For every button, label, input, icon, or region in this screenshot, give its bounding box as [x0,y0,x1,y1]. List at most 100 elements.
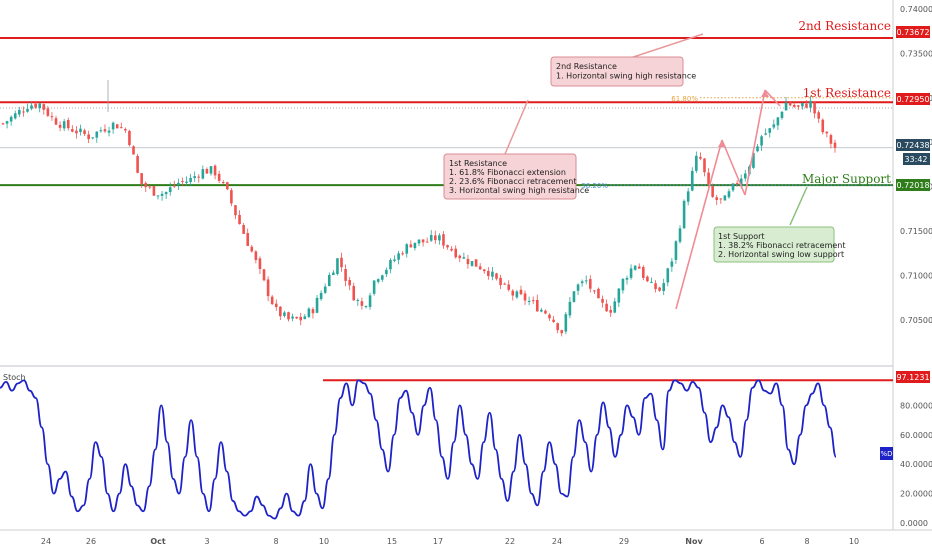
candle-body [617,288,621,303]
time-tick-label: 6 [759,537,764,546]
candle-body [454,248,458,258]
candle-body [332,272,335,276]
time-tick-label: 24 [552,537,562,546]
candle-body [95,131,99,138]
candle-body [376,279,380,282]
candle-body [22,111,25,113]
candle-body [658,287,661,291]
price-label-text: 0.72018 [896,181,929,190]
candle-body [535,299,539,312]
candle-body [772,124,776,128]
candle-body [446,245,449,248]
stochastic-axis: 80.0000 60.0000 40.0000 20.0000 0.0000 [900,401,932,528]
price-label-bg [896,26,930,38]
candle-body [164,192,168,195]
candle-body [515,291,519,298]
annotation-title: 1st Support [718,232,765,241]
candle-body [511,290,515,296]
candle-body [817,112,820,119]
candle-body [221,182,225,184]
annotation-line: 1. 61.8% Fibonacci extension [449,168,566,177]
candle-body [230,190,233,204]
candle-body [327,274,331,287]
candle-body [136,156,139,173]
candle-body [674,241,678,260]
annotation-2nd-resistance[interactable]: 2nd Resistance 1. Horizontal swing high … [550,33,704,87]
candle-body [739,178,743,186]
candle-body [417,239,421,244]
annotation-box [550,56,684,87]
candle-body [197,176,201,178]
candle-body [633,265,637,270]
annotation-line: 3. Horizontal swing high resistance [449,186,589,195]
candle-body [731,183,735,191]
candle-body [625,277,629,280]
candle-body [323,286,327,293]
candle-body [46,108,50,116]
price-tick-label: 0.71500 [900,227,932,236]
projection-arrow [744,89,766,196]
current-price-text: 0.72438 [896,141,929,150]
annotation-1st-resistance[interactable]: 1st Resistance 1. 61.8% Fibonacci extens… [443,99,589,200]
price-label-1st-resistance: 0.72950 [896,93,930,105]
candle-body [760,136,763,146]
candle-body [776,117,780,126]
candle-body [780,111,784,118]
time-tick-label: 10 [849,537,859,546]
candle-body [690,170,694,191]
candle-body [144,183,148,188]
candle-body [503,283,506,285]
candle-body [425,241,429,243]
projection-arrow [721,139,746,196]
candle-body [91,137,95,139]
candle-body [5,121,9,124]
candle-body [360,301,364,306]
candle-body [397,253,400,260]
candle-body [124,128,127,131]
candle-body [307,308,311,317]
candle-body [825,131,829,134]
candle-body [103,129,107,132]
candle-body [209,166,213,174]
level-title-1st-resistance: 1st Resistance [803,86,891,100]
candle-body [438,235,441,241]
candle-body [642,267,645,278]
annotation-leader-line [504,99,529,155]
price-tick-label: 0.71000 [900,272,932,281]
candle-body [421,239,425,243]
candle-body [756,146,759,152]
annotation-title: 1st Resistance [449,159,507,168]
time-axis[interactable]: 24 26 Oct 3 8 10 15 17 22 24 29 Nov 6 8 10 [41,537,859,546]
candle-body [30,105,33,109]
candle-body [527,301,531,303]
candle-body [274,303,278,308]
candle-body [213,165,217,176]
time-tick-label: 10 [319,537,329,546]
candle-body [482,269,486,272]
stoch-tick-label: 60.0000 [900,431,932,440]
candle-body [833,142,837,148]
candle-body [1,123,5,125]
candle-body [107,130,111,133]
candle-body [715,197,719,200]
candle-body [13,113,17,119]
candle-body [499,277,502,286]
candle-body [613,301,617,313]
candle-body [548,314,551,319]
candle-body [711,185,714,197]
candle-body [695,155,698,171]
candle-body [262,269,266,281]
candle-body [429,235,433,241]
level-title-major-support: Major Support [802,172,891,186]
candle-body [792,104,796,107]
candle-body [544,310,547,314]
stochastic-pane[interactable] [0,379,893,520]
candle-body [540,309,543,312]
candle-body [462,257,466,259]
candle-body [719,198,723,200]
annotation-1st-support[interactable]: 1st Support 1. 38.2% Fibonacci retraceme… [713,186,846,263]
projection-arrow [764,89,781,107]
candle-body [621,279,625,291]
price-tick-label: 0.70500 [900,316,932,325]
